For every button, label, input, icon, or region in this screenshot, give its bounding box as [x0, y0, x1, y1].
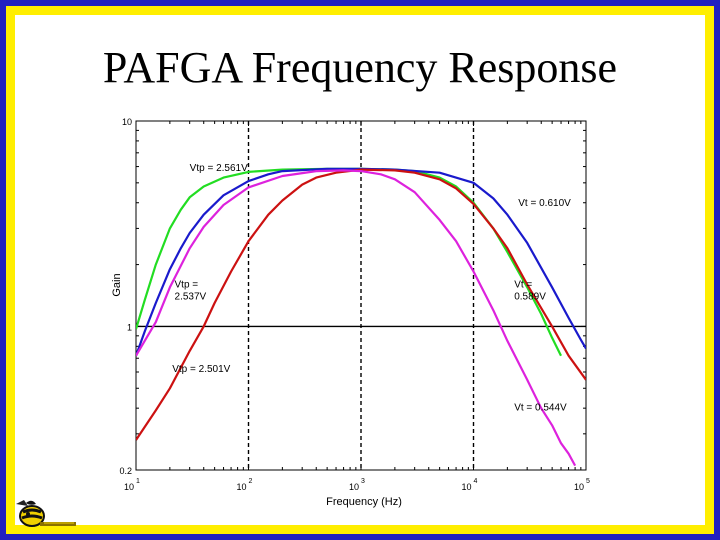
- y-axis-label: Gain: [111, 273, 123, 296]
- x-tick-label: 10: [236, 482, 246, 492]
- x-tick-exponent: 1: [136, 478, 140, 485]
- threshold-annotation: Vtp = 2.561V: [190, 163, 248, 174]
- x-tick-label: 10: [574, 482, 584, 492]
- series-line: [136, 167, 586, 357]
- x-tick-label: 10: [124, 482, 134, 492]
- x-tick-exponent: 3: [361, 478, 365, 485]
- threshold-annotation: Vt =: [514, 279, 532, 290]
- x-tick-exponent: 5: [586, 478, 590, 485]
- slide-title: PAFGA Frequency Response: [102, 43, 618, 92]
- threshold-annotation: Vtp =: [175, 279, 199, 290]
- threshold-annotation: Vtp = 2.501V: [172, 364, 230, 375]
- threshold-annotation: Vt = 0.544V: [514, 402, 567, 413]
- threshold-annotation: 2.537V: [175, 291, 207, 302]
- x-axis-label: Frequency (Hz): [326, 496, 402, 508]
- y-tick-label: 10: [122, 117, 132, 127]
- threshold-annotation: Vt = 0.610V: [518, 198, 571, 209]
- x-tick-exponent: 2: [249, 478, 253, 485]
- x-tick-label: 10: [349, 482, 359, 492]
- series-line: [136, 168, 586, 441]
- yellow-jacket-logo-icon: [16, 500, 76, 527]
- y-tick-label: 0.2: [119, 466, 132, 476]
- threshold-annotation: 0.589V: [514, 291, 546, 302]
- y-tick-label: 1: [127, 322, 132, 332]
- series-line: [136, 169, 577, 467]
- x-tick-label: 10: [461, 482, 471, 492]
- x-tick-exponent: 4: [474, 478, 478, 485]
